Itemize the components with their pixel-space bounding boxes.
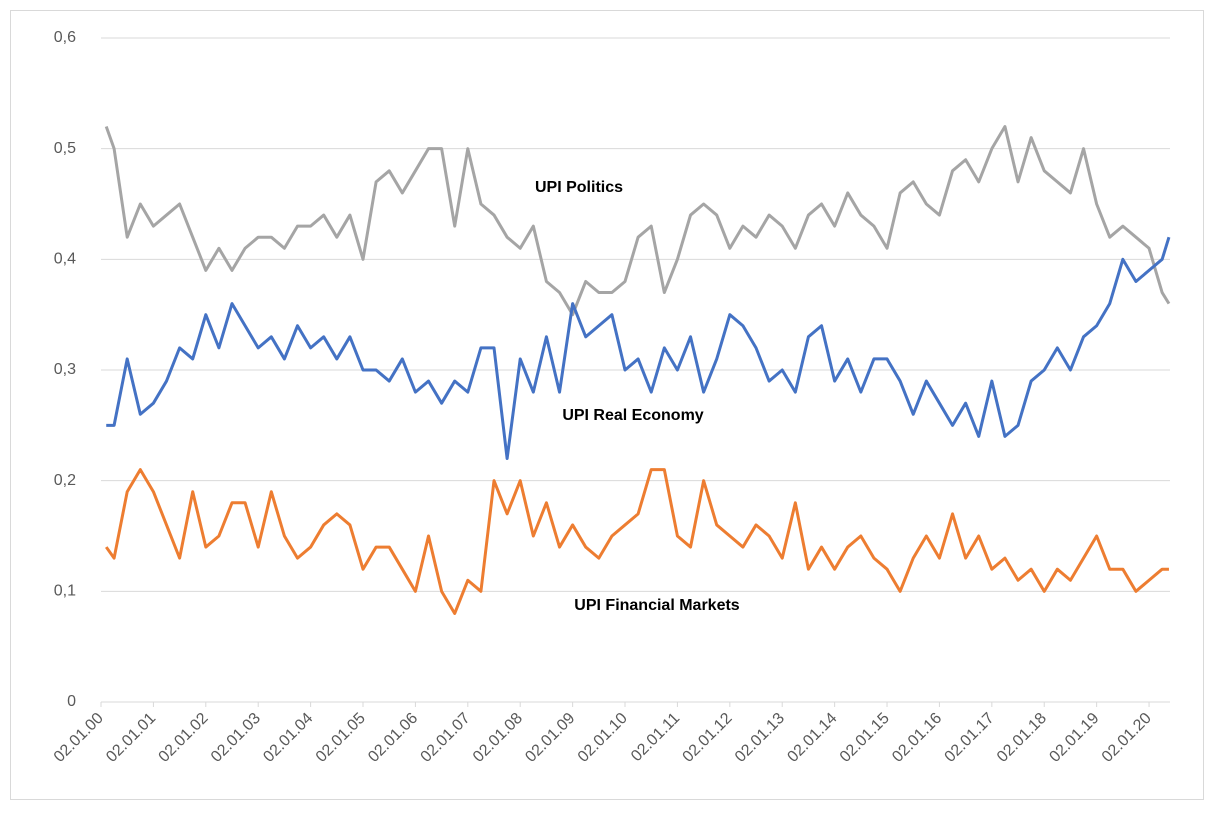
series-line — [105, 468, 1169, 615]
annotation: UPI Politics — [535, 179, 623, 196]
annotation: UPI Financial Markets — [574, 597, 739, 614]
y-tick-label: 0 — [67, 693, 76, 710]
y-tick-label: 0,5 — [54, 140, 76, 157]
series-line — [106, 236, 1171, 461]
lines — [104, 125, 1171, 615]
y-tick-label: 0,6 — [54, 29, 76, 46]
y-tick-label: 0,2 — [54, 472, 76, 489]
chart-border — [10, 10, 1204, 800]
y-tick-label: 0,1 — [54, 583, 76, 600]
y-tick-label: 0,3 — [54, 361, 76, 378]
annotation: UPI Real Economy — [562, 407, 703, 424]
series-line — [104, 125, 1171, 317]
y-tick-label: 0,4 — [54, 251, 76, 268]
